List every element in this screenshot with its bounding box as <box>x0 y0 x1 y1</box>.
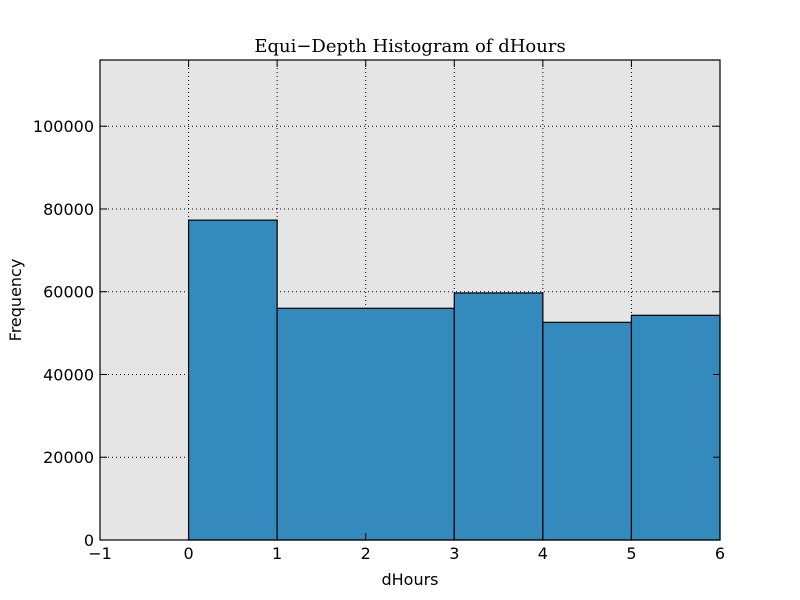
histogram-bar <box>630 314 721 541</box>
plot-frame <box>99 59 721 541</box>
y-axis-label: Frequency <box>6 259 25 342</box>
chart-title: Equi−Depth Histogram of dHours <box>254 36 565 57</box>
histogram-bar <box>187 219 278 541</box>
histogram-bars <box>187 219 721 541</box>
axis-ticks <box>99 60 721 541</box>
x-tick-label: 0 <box>183 544 193 563</box>
y-tick-label: 80000 <box>43 200 94 219</box>
histogram-bar <box>276 307 455 541</box>
x-tick-label: −1 <box>88 544 112 563</box>
x-tick-label: 6 <box>715 544 725 563</box>
y-tick-label: 40000 <box>43 365 94 384</box>
x-tick-label: 4 <box>538 544 548 563</box>
x-tick-labels: −1 0 1 2 3 4 5 6 <box>88 544 725 563</box>
y-tick-label: 0 <box>84 531 94 550</box>
x-axis-label: dHours <box>381 570 438 589</box>
y-tick-label: 100000 <box>33 117 94 136</box>
x-tick-label: 1 <box>272 544 282 563</box>
y-tick-label: 20000 <box>43 448 94 467</box>
y-tick-labels: 0 20000 40000 60000 80000 100000 <box>33 117 94 550</box>
histogram-bar <box>542 321 633 541</box>
histogram-bar <box>453 292 544 541</box>
x-tick-label: 5 <box>626 544 636 563</box>
y-tick-label: 60000 <box>43 283 94 302</box>
x-tick-label: 3 <box>449 544 459 563</box>
x-tick-label: 2 <box>361 544 371 563</box>
